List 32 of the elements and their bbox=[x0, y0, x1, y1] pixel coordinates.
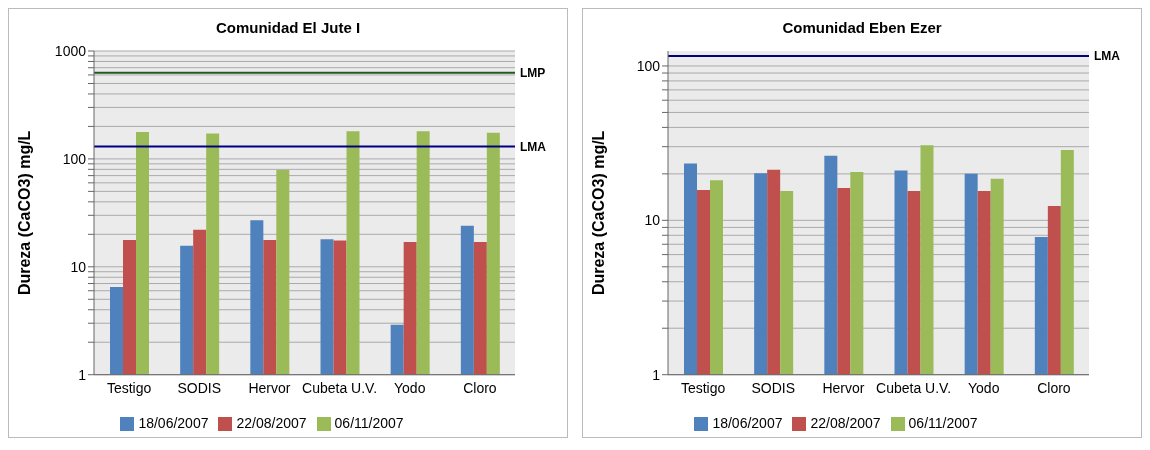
chart-title: Comunidad El Jute I bbox=[214, 18, 362, 38]
chart-title: Comunidad Eben Ezer bbox=[781, 18, 943, 38]
y-tick-label: 1 bbox=[78, 366, 87, 383]
legend-label: 22/08/2007 bbox=[236, 414, 307, 431]
x-tick-label: Yodo bbox=[968, 379, 1000, 396]
x-tick-label: Cloro bbox=[1037, 379, 1071, 396]
legend-label: 18/06/2007 bbox=[712, 414, 783, 431]
ref-line-label: LMP bbox=[520, 65, 546, 80]
ref-line-label: LMA bbox=[520, 139, 547, 154]
y-tick-label: 1 bbox=[652, 366, 661, 383]
y-tick-label: 1000 bbox=[54, 42, 87, 59]
y-axis-title: Dureza (CaCO3) mg/L bbox=[15, 130, 33, 296]
legend-label: 06/11/2007 bbox=[334, 414, 404, 431]
x-tick-label: Cubeta U.V. bbox=[302, 379, 378, 396]
y-tick-label: 10 bbox=[70, 258, 87, 275]
legend-label: 22/08/2007 bbox=[810, 414, 881, 431]
legend-label: 18/06/2007 bbox=[138, 414, 209, 431]
y-tick-label: 100 bbox=[636, 57, 661, 74]
x-tick-label: Yodo bbox=[394, 379, 426, 396]
x-tick-label: Cubeta U.V. bbox=[876, 379, 952, 396]
y-axis-title: Dureza (CaCO3) mg/L bbox=[589, 130, 607, 296]
x-tick-label: Testigo bbox=[106, 379, 152, 396]
x-tick-label: Hervor bbox=[822, 379, 865, 396]
x-tick-label: SODIS bbox=[177, 379, 222, 396]
y-tick-label: 100 bbox=[62, 150, 87, 167]
y-tick-label: 10 bbox=[644, 212, 661, 229]
x-tick-label: SODIS bbox=[751, 379, 796, 396]
x-tick-label: Cloro bbox=[463, 379, 497, 396]
legend-label: 06/11/2007 bbox=[908, 414, 978, 431]
x-tick-label: Hervor bbox=[248, 379, 291, 396]
ref-line-label: LMA bbox=[1094, 49, 1121, 64]
x-tick-label: Testigo bbox=[680, 379, 726, 396]
